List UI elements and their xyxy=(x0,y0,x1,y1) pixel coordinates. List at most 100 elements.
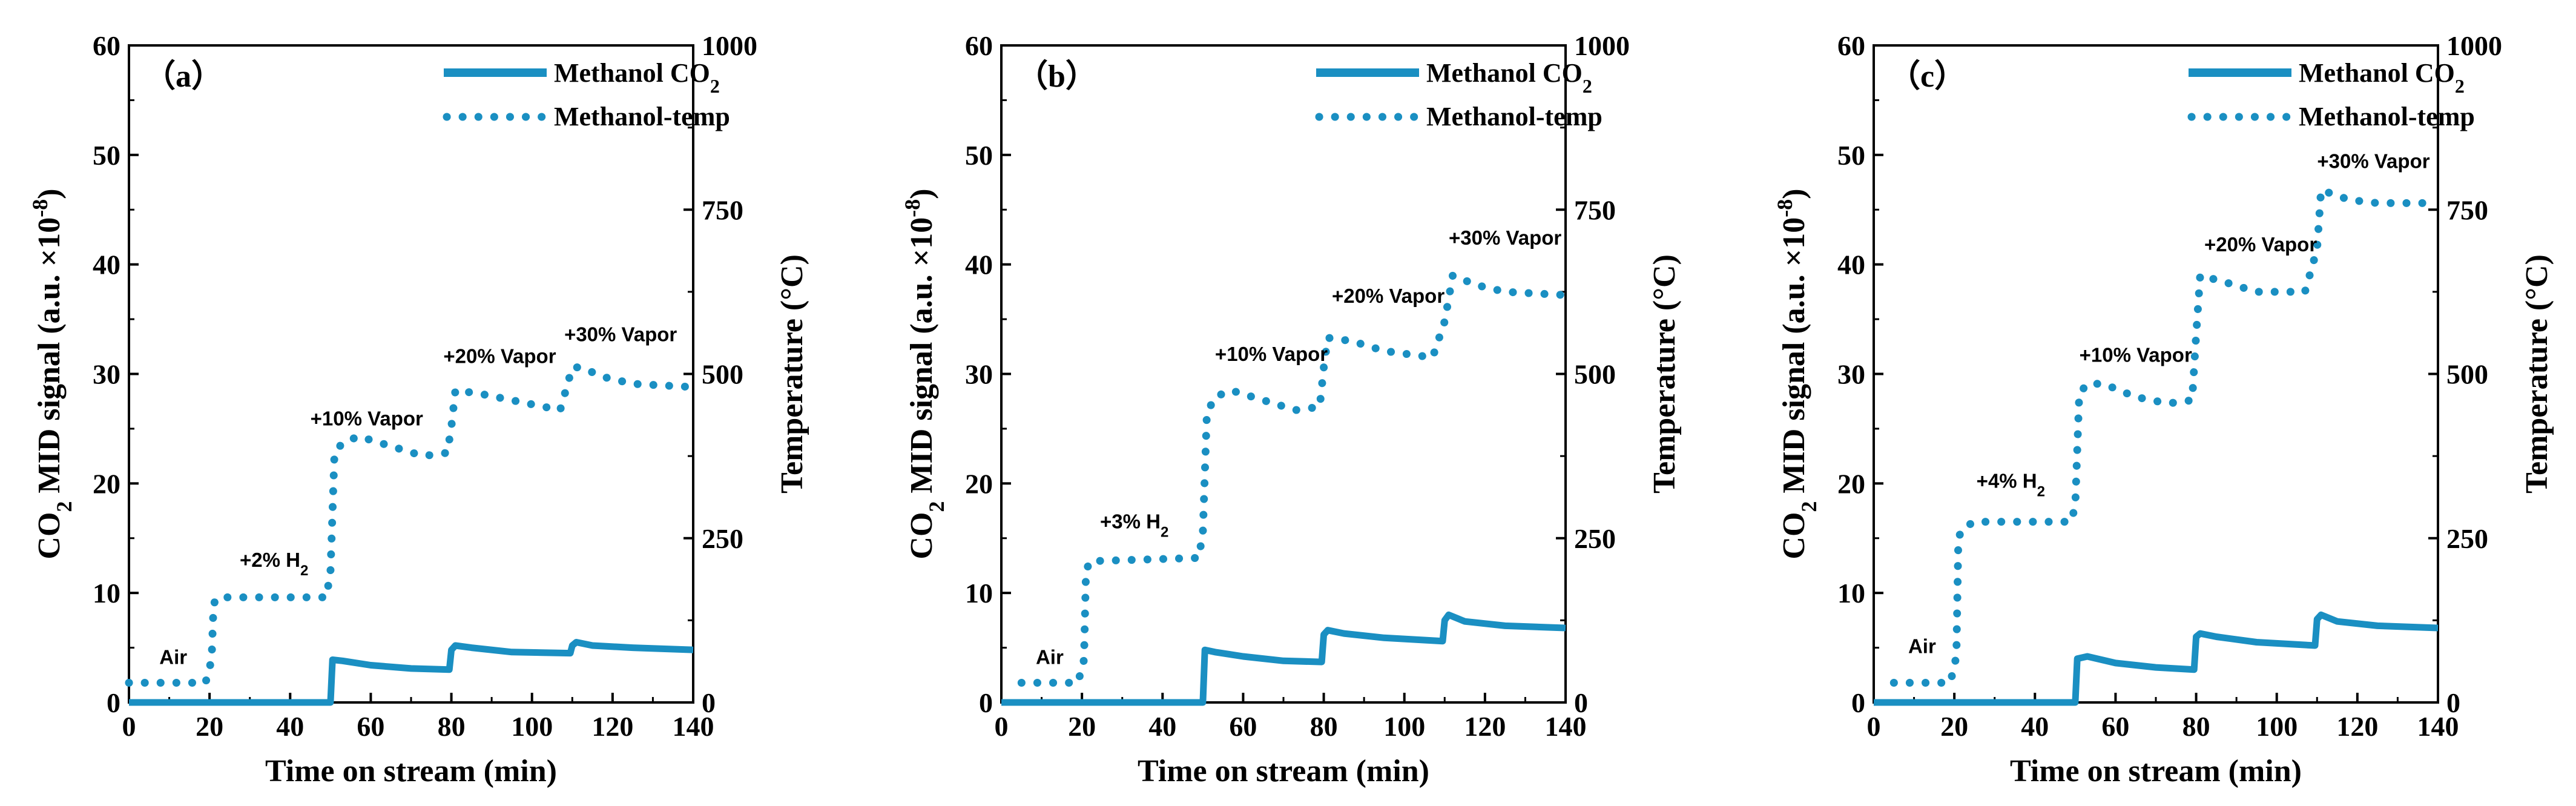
y-left-tick-label: 40 xyxy=(1837,249,1865,280)
annotation: +20% Vapor xyxy=(2204,233,2317,256)
y-left-tick-label: 60 xyxy=(1837,30,1865,61)
y-left-axis-title: CO2 MID signal (a.u. ×10-8) xyxy=(900,188,949,559)
y-left-tick-label: 30 xyxy=(1837,359,1865,390)
annotation: +30% Vapor xyxy=(2317,150,2429,173)
annotation: +4% H2 xyxy=(1977,470,2045,500)
x-tick-label: 40 xyxy=(276,711,304,742)
annotation: +20% Vapor xyxy=(443,345,556,367)
x-tick-label: 140 xyxy=(673,711,714,742)
y-left-axis-title: CO2 MID signal (a.u. ×10-8) xyxy=(1773,188,1821,559)
series-line-methanol-temp xyxy=(1017,269,1570,687)
legend: Methanol CO2 Methanol-temp xyxy=(443,58,730,131)
y-left-axis-title: CO2 MID signal (a.u. ×10-8) xyxy=(28,188,76,559)
annotation: +30% Vapor xyxy=(564,323,677,345)
y-left-tick-label: 0 xyxy=(107,687,120,718)
x-tick-label: 40 xyxy=(1148,711,1176,742)
x-tick-label: 100 xyxy=(511,711,553,742)
y-left-tick-label: 20 xyxy=(93,468,120,499)
legend: Methanol CO2 Methanol-temp xyxy=(2187,58,2475,131)
panel-label: （b） xyxy=(1016,59,1097,94)
x-tick-label: 120 xyxy=(1464,711,1506,742)
legend-label-methanol-temp: Methanol-temp xyxy=(554,102,730,131)
y-right-tick-label: 500 xyxy=(1574,359,1616,390)
y-left-tick-label: 20 xyxy=(965,468,993,499)
annotation: +3% H2 xyxy=(1100,510,1168,540)
plot-frame xyxy=(1873,44,2439,704)
y-left-tick-label: 50 xyxy=(93,140,120,171)
y-left-tick-label: 30 xyxy=(93,359,120,390)
x-axis-title: Time on stream (min) xyxy=(1138,754,1429,788)
x-tick-label: 80 xyxy=(1310,711,1338,742)
legend-label-methanol-temp: Methanol-temp xyxy=(1426,102,1603,131)
y-right-tick-label: 500 xyxy=(702,359,743,390)
y-left-tick-label: 10 xyxy=(965,578,993,609)
y-right-tick-label: 0 xyxy=(702,687,716,718)
series-line-methanol-temp xyxy=(125,363,697,687)
y-left-tick-label: 40 xyxy=(965,249,993,280)
series-line-methanol-co2 xyxy=(1001,611,1566,706)
annotation: +10% Vapor xyxy=(311,407,423,429)
y-left-tick-label: 0 xyxy=(1851,687,1865,718)
panel-b: 0 20 40 60 80 100 120 1400102030405060025050075… xyxy=(900,30,1682,788)
series-line-methanol-co2 xyxy=(129,639,694,706)
panel-a: 0 20 40 60 80 100 120 1400102030405060025050075… xyxy=(28,30,809,788)
x-tick-label: 20 xyxy=(196,711,223,742)
x-tick-label: 0 xyxy=(1867,711,1881,742)
legend-label-methanol-co2: Methanol CO2 xyxy=(2299,58,2465,97)
plot-frame xyxy=(1000,44,1567,704)
x-tick-label: 40 xyxy=(2021,711,2049,742)
legend-label-methanol-temp: Methanol-temp xyxy=(2299,102,2475,131)
x-tick-label: 60 xyxy=(357,711,384,742)
y-right-tick-label: 0 xyxy=(1574,687,1588,718)
y-right-tick-label: 1000 xyxy=(702,30,757,61)
legend: Methanol CO2 Methanol-temp xyxy=(1315,58,1603,131)
y-left-tick-label: 30 xyxy=(965,359,993,390)
y-right-tick-label: 0 xyxy=(2446,687,2460,718)
x-tick-label: 140 xyxy=(1545,711,1587,742)
x-tick-label: 100 xyxy=(2256,711,2298,742)
y-right-tick-label: 750 xyxy=(1574,194,1616,225)
x-tick-label: 100 xyxy=(1383,711,1425,742)
annotation: Air xyxy=(1908,635,1936,658)
y-right-tick-label: 250 xyxy=(1574,523,1616,554)
y-left-tick-label: 10 xyxy=(93,578,120,609)
panel-label: （a） xyxy=(144,59,223,94)
x-tick-label: 20 xyxy=(1068,711,1096,742)
legend-label-methanol-co2: Methanol CO2 xyxy=(554,58,720,97)
annotation: Air xyxy=(1036,646,1064,669)
panel-label: （c） xyxy=(1889,59,1966,94)
x-tick-label: 20 xyxy=(1940,711,1968,742)
x-tick-label: 80 xyxy=(2182,711,2210,742)
annotation: +2% H2 xyxy=(240,549,308,579)
y-left-tick-label: 60 xyxy=(965,30,993,61)
y-right-tick-label: 500 xyxy=(2446,359,2488,390)
x-tick-label: 0 xyxy=(122,711,136,742)
x-tick-label: 140 xyxy=(2417,711,2459,742)
y-right-tick-label: 250 xyxy=(702,523,743,554)
annotation: +30% Vapor xyxy=(1449,226,1561,249)
panel-c: 0 20 40 60 80 100 120 1400102030405060025050075… xyxy=(1773,30,2554,788)
y-left-tick-label: 0 xyxy=(979,687,993,718)
y-left-tick-label: 40 xyxy=(93,249,120,280)
x-tick-label: 80 xyxy=(438,711,466,742)
annotation: Air xyxy=(159,646,187,669)
y-right-tick-label: 1000 xyxy=(1574,30,1630,61)
y-right-tick-label: 750 xyxy=(2446,194,2488,225)
x-tick-label: 60 xyxy=(2101,711,2129,742)
y-left-tick-label: 10 xyxy=(1837,578,1865,609)
y-left-tick-label: 20 xyxy=(1837,468,1865,499)
y-right-tick-label: 750 xyxy=(702,194,743,225)
x-tick-label: 120 xyxy=(591,711,633,742)
y-right-tick-label: 1000 xyxy=(2446,30,2502,61)
annotation: +10% Vapor xyxy=(1215,343,1328,365)
x-tick-label: 60 xyxy=(1229,711,1257,742)
annotation: +10% Vapor xyxy=(2080,344,2192,366)
y-right-tick-label: 250 xyxy=(2446,523,2488,554)
y-right-axis-title: Temperature (°C) xyxy=(1647,254,1682,494)
x-axis-title: Time on stream (min) xyxy=(2010,754,2302,788)
annotation: +20% Vapor xyxy=(1332,285,1444,307)
y-left-tick-label: 60 xyxy=(93,30,120,61)
y-left-tick-label: 50 xyxy=(965,140,993,171)
x-tick-label: 0 xyxy=(995,711,1009,742)
